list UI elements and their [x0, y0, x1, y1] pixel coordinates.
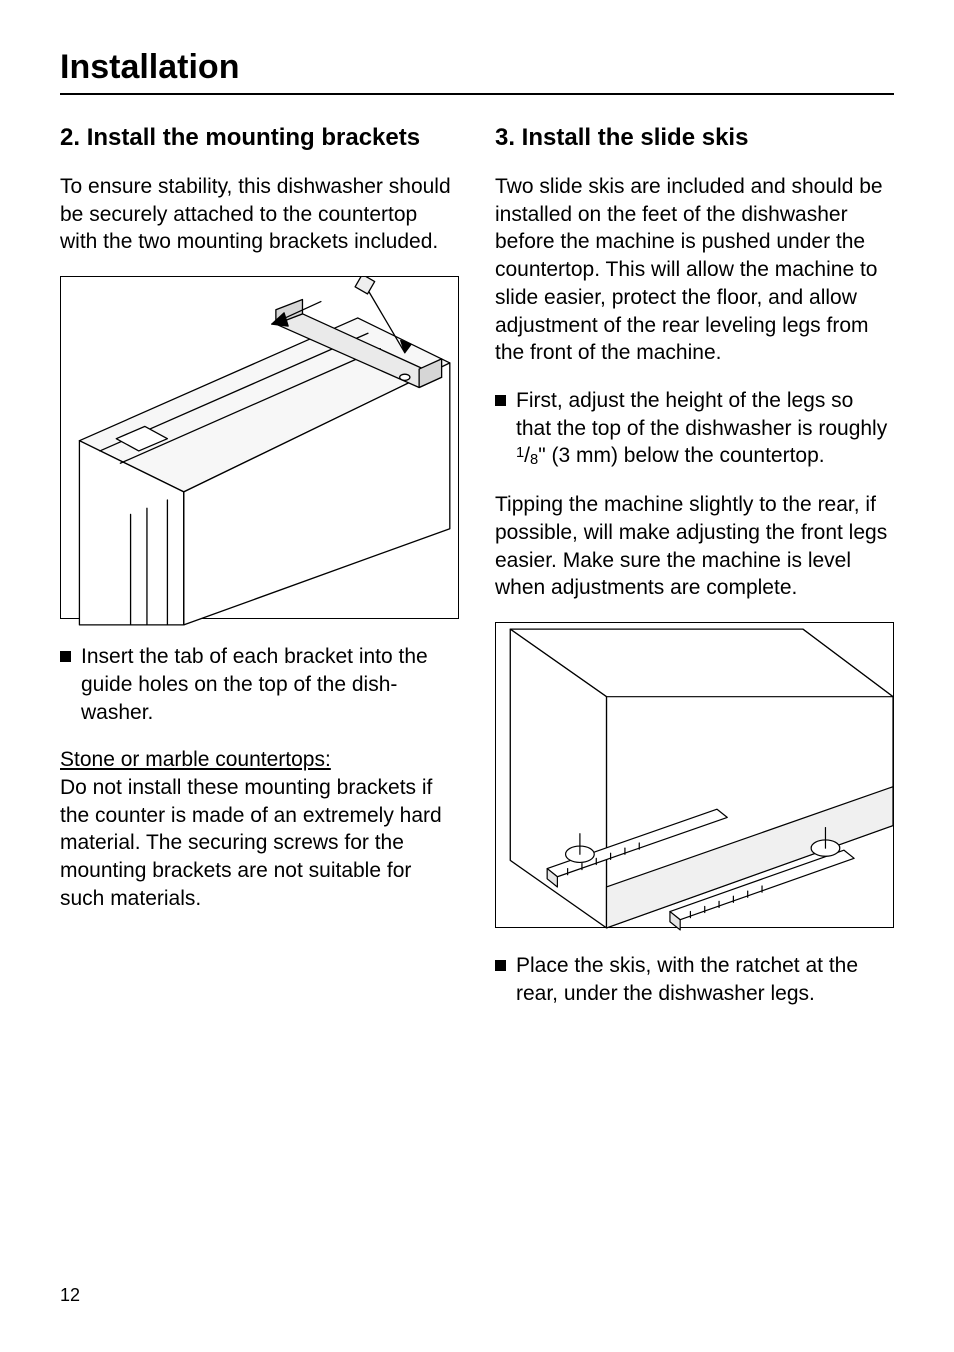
- section-3-bullet-1: First, adjust the height of the legs so …: [495, 387, 894, 471]
- frac-den: 8: [530, 453, 538, 469]
- section-3-heading: 3. Install the slide skis: [495, 123, 894, 153]
- bullet1-post: " (3 mm) below the countertop.: [538, 444, 824, 467]
- two-column-layout: 2. Install the mounting brackets To ensu…: [60, 123, 894, 1027]
- section-2-heading: 2. Install the mounting brackets: [60, 123, 459, 153]
- section-3-bullet-1-text: First, adjust the height of the legs so …: [516, 387, 894, 471]
- section-2-bullet-text: Insert the tab of each bracket into the …: [81, 643, 459, 726]
- bullet-icon: [60, 651, 71, 662]
- figure-mounting-bracket: [60, 276, 459, 619]
- section-2-number: 2.: [60, 124, 80, 151]
- left-column: 2. Install the mounting brackets To ensu…: [60, 123, 459, 1027]
- section-3-bullet-2-text: Place the skis, with the ratchet at the …: [516, 952, 894, 1007]
- chapter-rule: [60, 93, 894, 95]
- bullet-icon: [495, 395, 506, 406]
- bullet-icon: [495, 960, 506, 971]
- section-2-intro: To ensure stability, this dishwasher sho…: [60, 173, 459, 256]
- stone-countertop-note: Stone or marble countertops: Do not inst…: [60, 746, 459, 912]
- stone-countertop-heading: Stone or marble countertops:: [60, 748, 331, 771]
- section-3-intro: Two slide skis are included and should b…: [495, 173, 894, 367]
- figure-slide-skis: [495, 622, 894, 928]
- right-column: 3. Install the slide skis Two slide skis…: [495, 123, 894, 1027]
- section-2-title: Install the mounting brackets: [87, 124, 420, 151]
- section-2-bullet: Insert the tab of each bracket into the …: [60, 643, 459, 726]
- section-3-tipping-note: Tipping the machine slightly to the rear…: [495, 491, 894, 602]
- bullet1-pre: First, adjust the height of the legs so …: [516, 389, 887, 440]
- frac-num: 1: [516, 445, 524, 461]
- page-number: 12: [60, 1285, 80, 1306]
- section-3-bullet-2: Place the skis, with the ratchet at the …: [495, 952, 894, 1007]
- stone-countertop-body: Do not install these mounting brackets i…: [60, 776, 442, 910]
- chapter-title: Installation: [60, 48, 894, 87]
